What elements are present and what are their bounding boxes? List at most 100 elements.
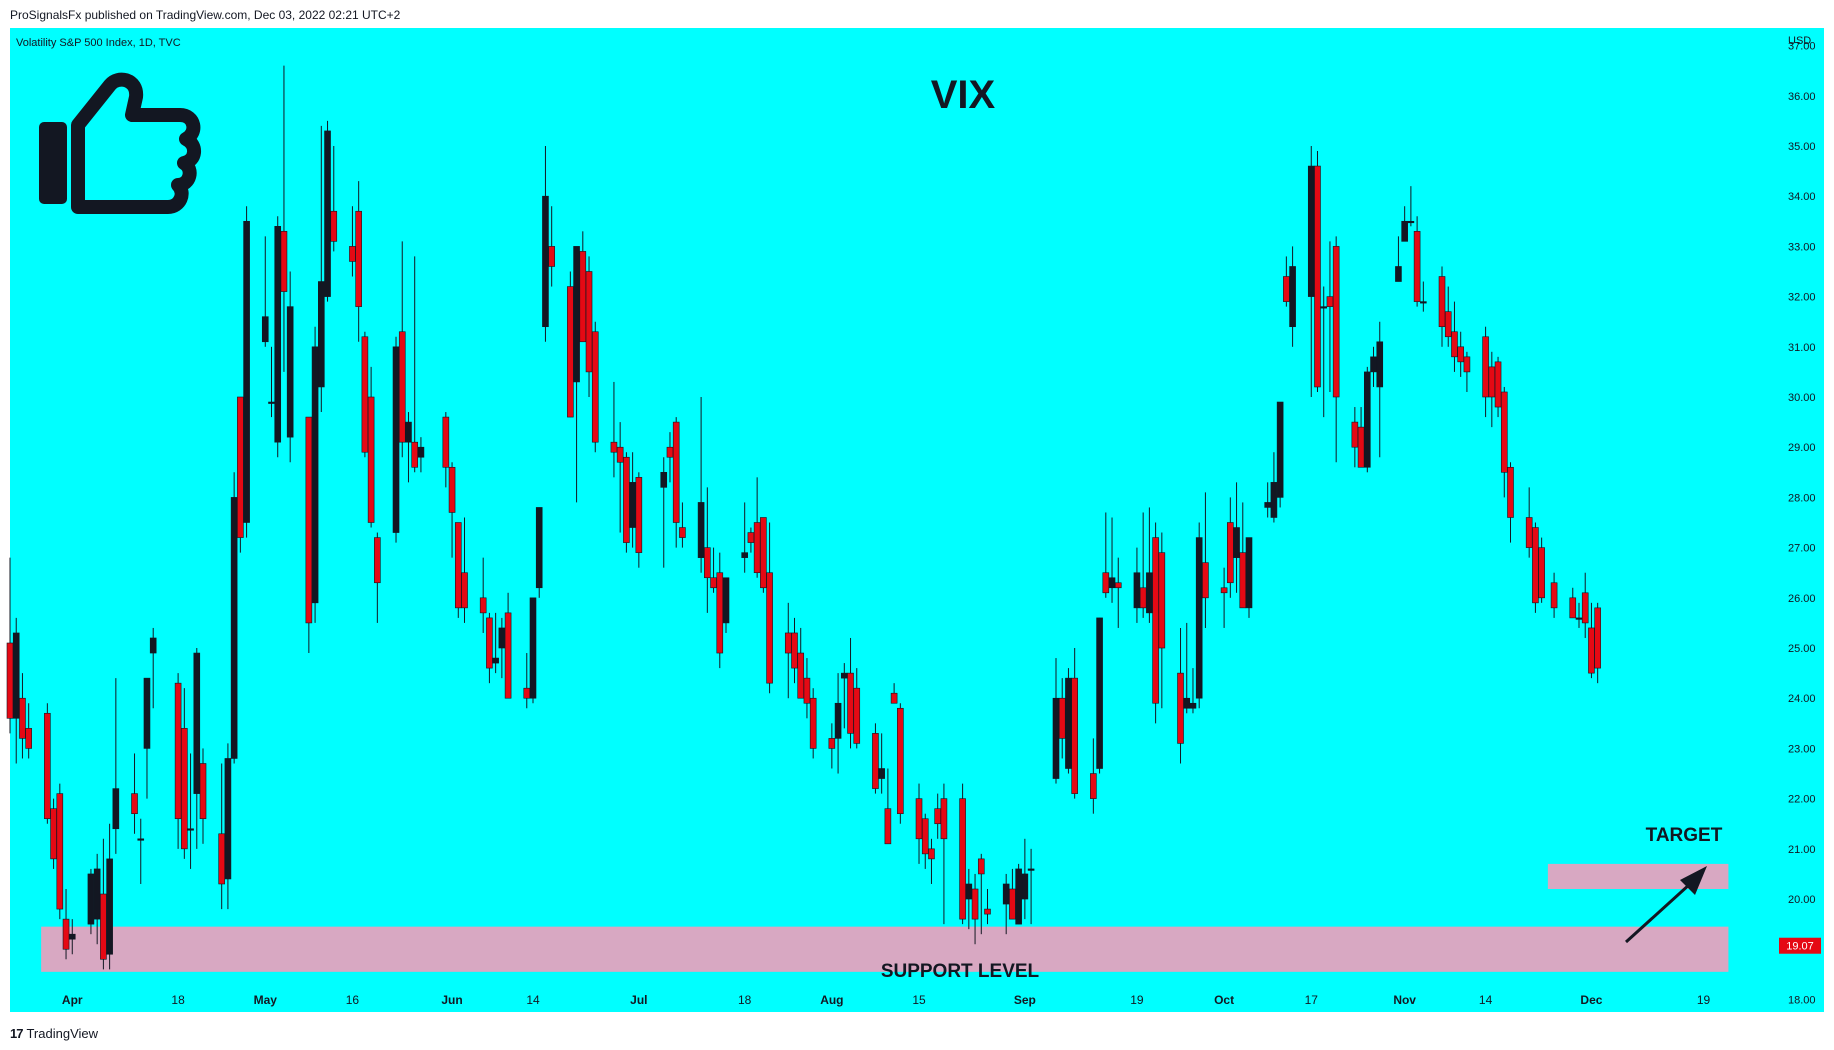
price-axis-background [1784,28,1824,1012]
y-tick-label: 22.00 [1788,794,1816,806]
candle [940,783,948,925]
candle-body [579,251,587,343]
candle [137,818,145,884]
tradingview-footer[interactable]: 17 TradingView [10,1026,98,1041]
candle [1420,281,1427,312]
candle-body [635,477,643,553]
candle [1494,356,1502,418]
candle-body [1326,296,1334,307]
candle-body [44,712,51,820]
y-tick-label: 25.00 [1788,643,1816,655]
candle [193,648,201,849]
candle-body [1407,220,1415,224]
candle-body [535,507,543,589]
x-tick-label: May [254,993,278,1007]
x-tick-label: 14 [1479,993,1493,1007]
candle [1027,848,1035,925]
candle [106,823,113,970]
candle-body [1239,552,1247,609]
x-tick-label: 18 [738,993,752,1007]
candle-body [984,908,991,915]
candle-body [921,818,929,855]
candle-body [1351,421,1359,448]
candle-body [1114,582,1122,589]
support-zone [41,926,1729,972]
candle-body [324,130,331,297]
candle-body [318,281,325,388]
candle [492,612,499,674]
candle-body [1245,537,1253,609]
candle-body [268,401,275,404]
candle-body [1420,301,1427,304]
candle-body [704,547,711,579]
candle-body [1307,165,1315,297]
y-tick-label: 26.00 [1788,593,1816,605]
candle [504,592,512,699]
candle-body [143,677,151,749]
candle-body [199,763,207,820]
candle [1407,186,1415,227]
candle [274,216,282,458]
candle-body [448,466,456,513]
candle-body [1320,306,1328,309]
arrow-icon [1624,866,1707,944]
candle [398,241,406,458]
candle-body [710,577,717,589]
candle [68,919,76,955]
candle [616,422,624,533]
candle [548,206,555,287]
candle [635,472,643,568]
candle-body [1146,572,1153,614]
y-tick-label: 18.00 [1788,994,1816,1006]
candle-body [1457,346,1464,363]
candle [461,517,468,623]
candle-body [940,798,948,840]
candle-body [218,833,225,885]
x-tick-label: Jun [441,993,462,1007]
candle [809,688,817,759]
tradingview-logo-icon: 17 [10,1026,24,1041]
y-tick-label: 20.00 [1788,894,1816,906]
candle [1463,351,1471,392]
candle-body [56,793,64,910]
candle-body [1314,165,1321,388]
candle [1457,331,1464,377]
candle-body [797,652,805,699]
candle [442,412,450,488]
candle-body [722,577,730,624]
candle-body [1463,356,1471,373]
candle-body [716,572,724,654]
candle-body [915,798,923,840]
candle-body [1139,587,1147,609]
candle-body [454,522,462,609]
candle-body [1021,873,1029,900]
y-tick-label: 27.00 [1788,543,1816,555]
symbol-line[interactable]: Volatility S&P 500 Index, 1D, TVC [16,37,181,49]
candle-body [237,396,244,538]
time-axis[interactable]: Apr 18 May 16 Jun 14 Jul 18 Aug 15 Sep 19 Oct 17 Nov 14… [62,993,1711,1007]
candle-body [243,220,250,523]
candle-body [93,868,101,920]
candle-body [174,682,182,820]
candle-body [305,416,313,624]
price-axis[interactable]: 37.00 36.00 35.00 34.00 33.00 32.00 31.00 30.00… [1788,41,1816,1007]
candle [131,753,138,834]
candle-body [1283,276,1290,302]
candle [704,487,711,613]
candle-body [411,441,418,468]
candle-body [573,246,580,383]
candle [112,678,120,854]
candle [890,683,898,704]
candle-body [1500,391,1508,473]
candle-body [1550,582,1558,609]
candle-body [1401,220,1408,242]
candle-body [747,532,755,543]
candle-body [106,858,113,955]
candle-body [548,246,555,267]
plot-background [10,28,1784,1012]
candle [286,271,294,463]
candle [361,331,369,458]
candle-body [1370,356,1377,373]
candle-body [149,637,157,654]
